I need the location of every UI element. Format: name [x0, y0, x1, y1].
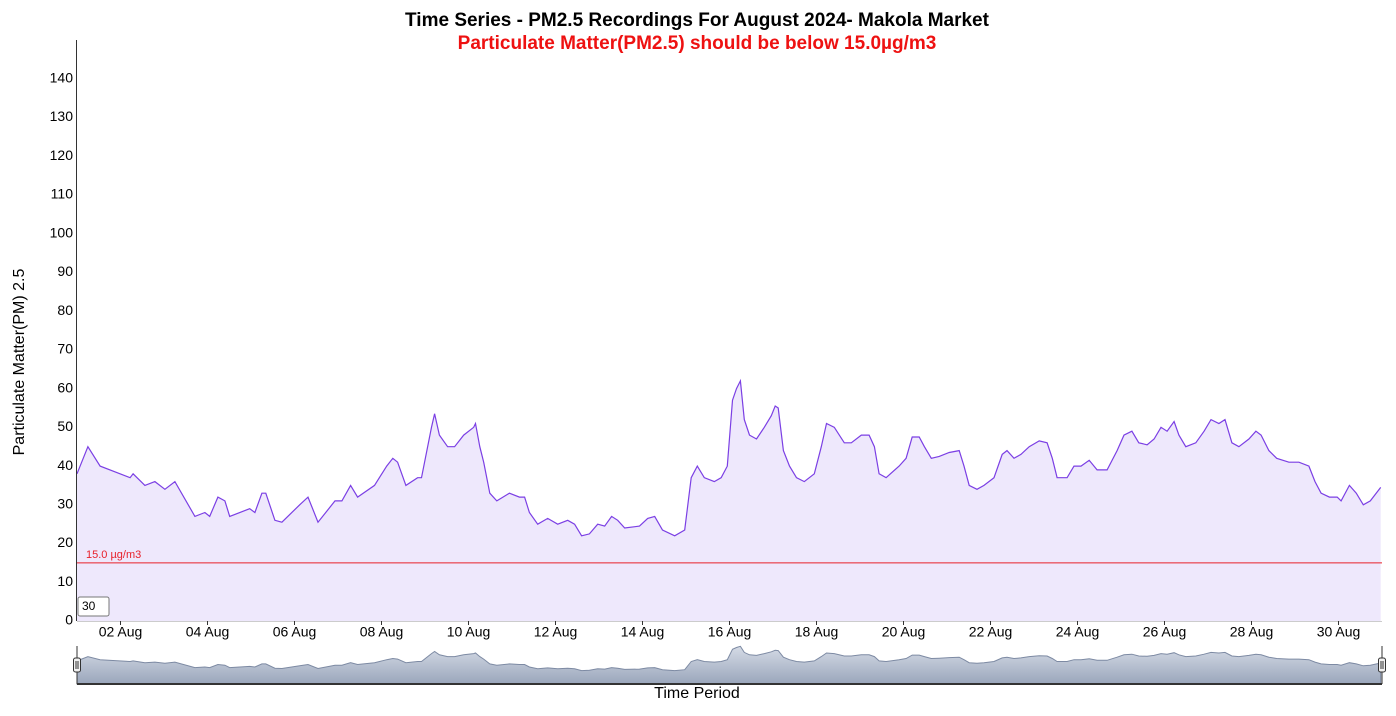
- area-fill: [77, 380, 1381, 621]
- x-tick-label: 04 Aug: [186, 624, 230, 640]
- x-tick-label: 06 Aug: [273, 624, 317, 640]
- input-box[interactable]: [77, 596, 110, 617]
- x-tick-label: 26 Aug: [1143, 624, 1187, 640]
- input-value[interactable]: 30: [82, 599, 96, 613]
- y-tick-label: 40: [57, 457, 73, 473]
- x-tick-label: 18 Aug: [795, 624, 839, 640]
- x-tick-label: 24 Aug: [1056, 624, 1100, 640]
- chart-title: Time Series - PM2.5 Recordings For Augus…: [405, 10, 990, 31]
- y-tick-label: 140: [50, 69, 74, 85]
- x-tick-label: 28 Aug: [1230, 624, 1274, 640]
- x-tick-label: 20 Aug: [882, 624, 926, 640]
- y-tick-label: 60: [57, 379, 73, 395]
- x-tick-label: 12 Aug: [534, 624, 578, 640]
- y-axis-label: Particulate Matter(PM) 2.5: [11, 269, 28, 456]
- plot-area: 15.0 µg/m3 0 10 20 30 40 50 60 70 80 90 100 110 120 13…: [50, 40, 1382, 640]
- x-tick-label: 10 Aug: [447, 624, 491, 640]
- x-tick-label: 02 Aug: [99, 624, 143, 640]
- y-tick-label: 0: [65, 612, 73, 628]
- y-tick-label: 100: [50, 224, 74, 240]
- y-tick-label: 120: [50, 147, 74, 163]
- y-tick-label: 10: [57, 573, 73, 589]
- y-tick-label: 90: [57, 263, 73, 279]
- threshold-label: 15.0 µg/m3: [86, 549, 141, 561]
- x-tick-label: 14 Aug: [621, 624, 665, 640]
- slider-handle[interactable]: [73, 657, 81, 673]
- x-tick-label: 16 Aug: [708, 624, 752, 640]
- y-tick-label: 70: [57, 341, 73, 357]
- range-slider[interactable]: [73, 645, 1386, 685]
- y-tick-label: 30: [57, 496, 73, 512]
- x-tick-label: 30 Aug: [1317, 624, 1361, 640]
- x-axis-label: Time Period: [654, 685, 740, 702]
- y-tick-label: 110: [51, 186, 74, 202]
- y-tick-label: 130: [50, 108, 74, 124]
- x-tick-label: 08 Aug: [360, 624, 404, 640]
- y-tick-label: 50: [57, 418, 73, 434]
- slider-handle[interactable]: [1378, 657, 1386, 673]
- overview-area: [76, 645, 1382, 685]
- y-tick-label: 80: [57, 302, 73, 318]
- y-tick-label: 20: [57, 534, 73, 550]
- line: [76, 378, 1382, 537]
- x-tick-label: 22 Aug: [969, 624, 1013, 640]
- chart-subtitle: Particulate Matter(PM2.5) should be belo…: [458, 33, 937, 54]
